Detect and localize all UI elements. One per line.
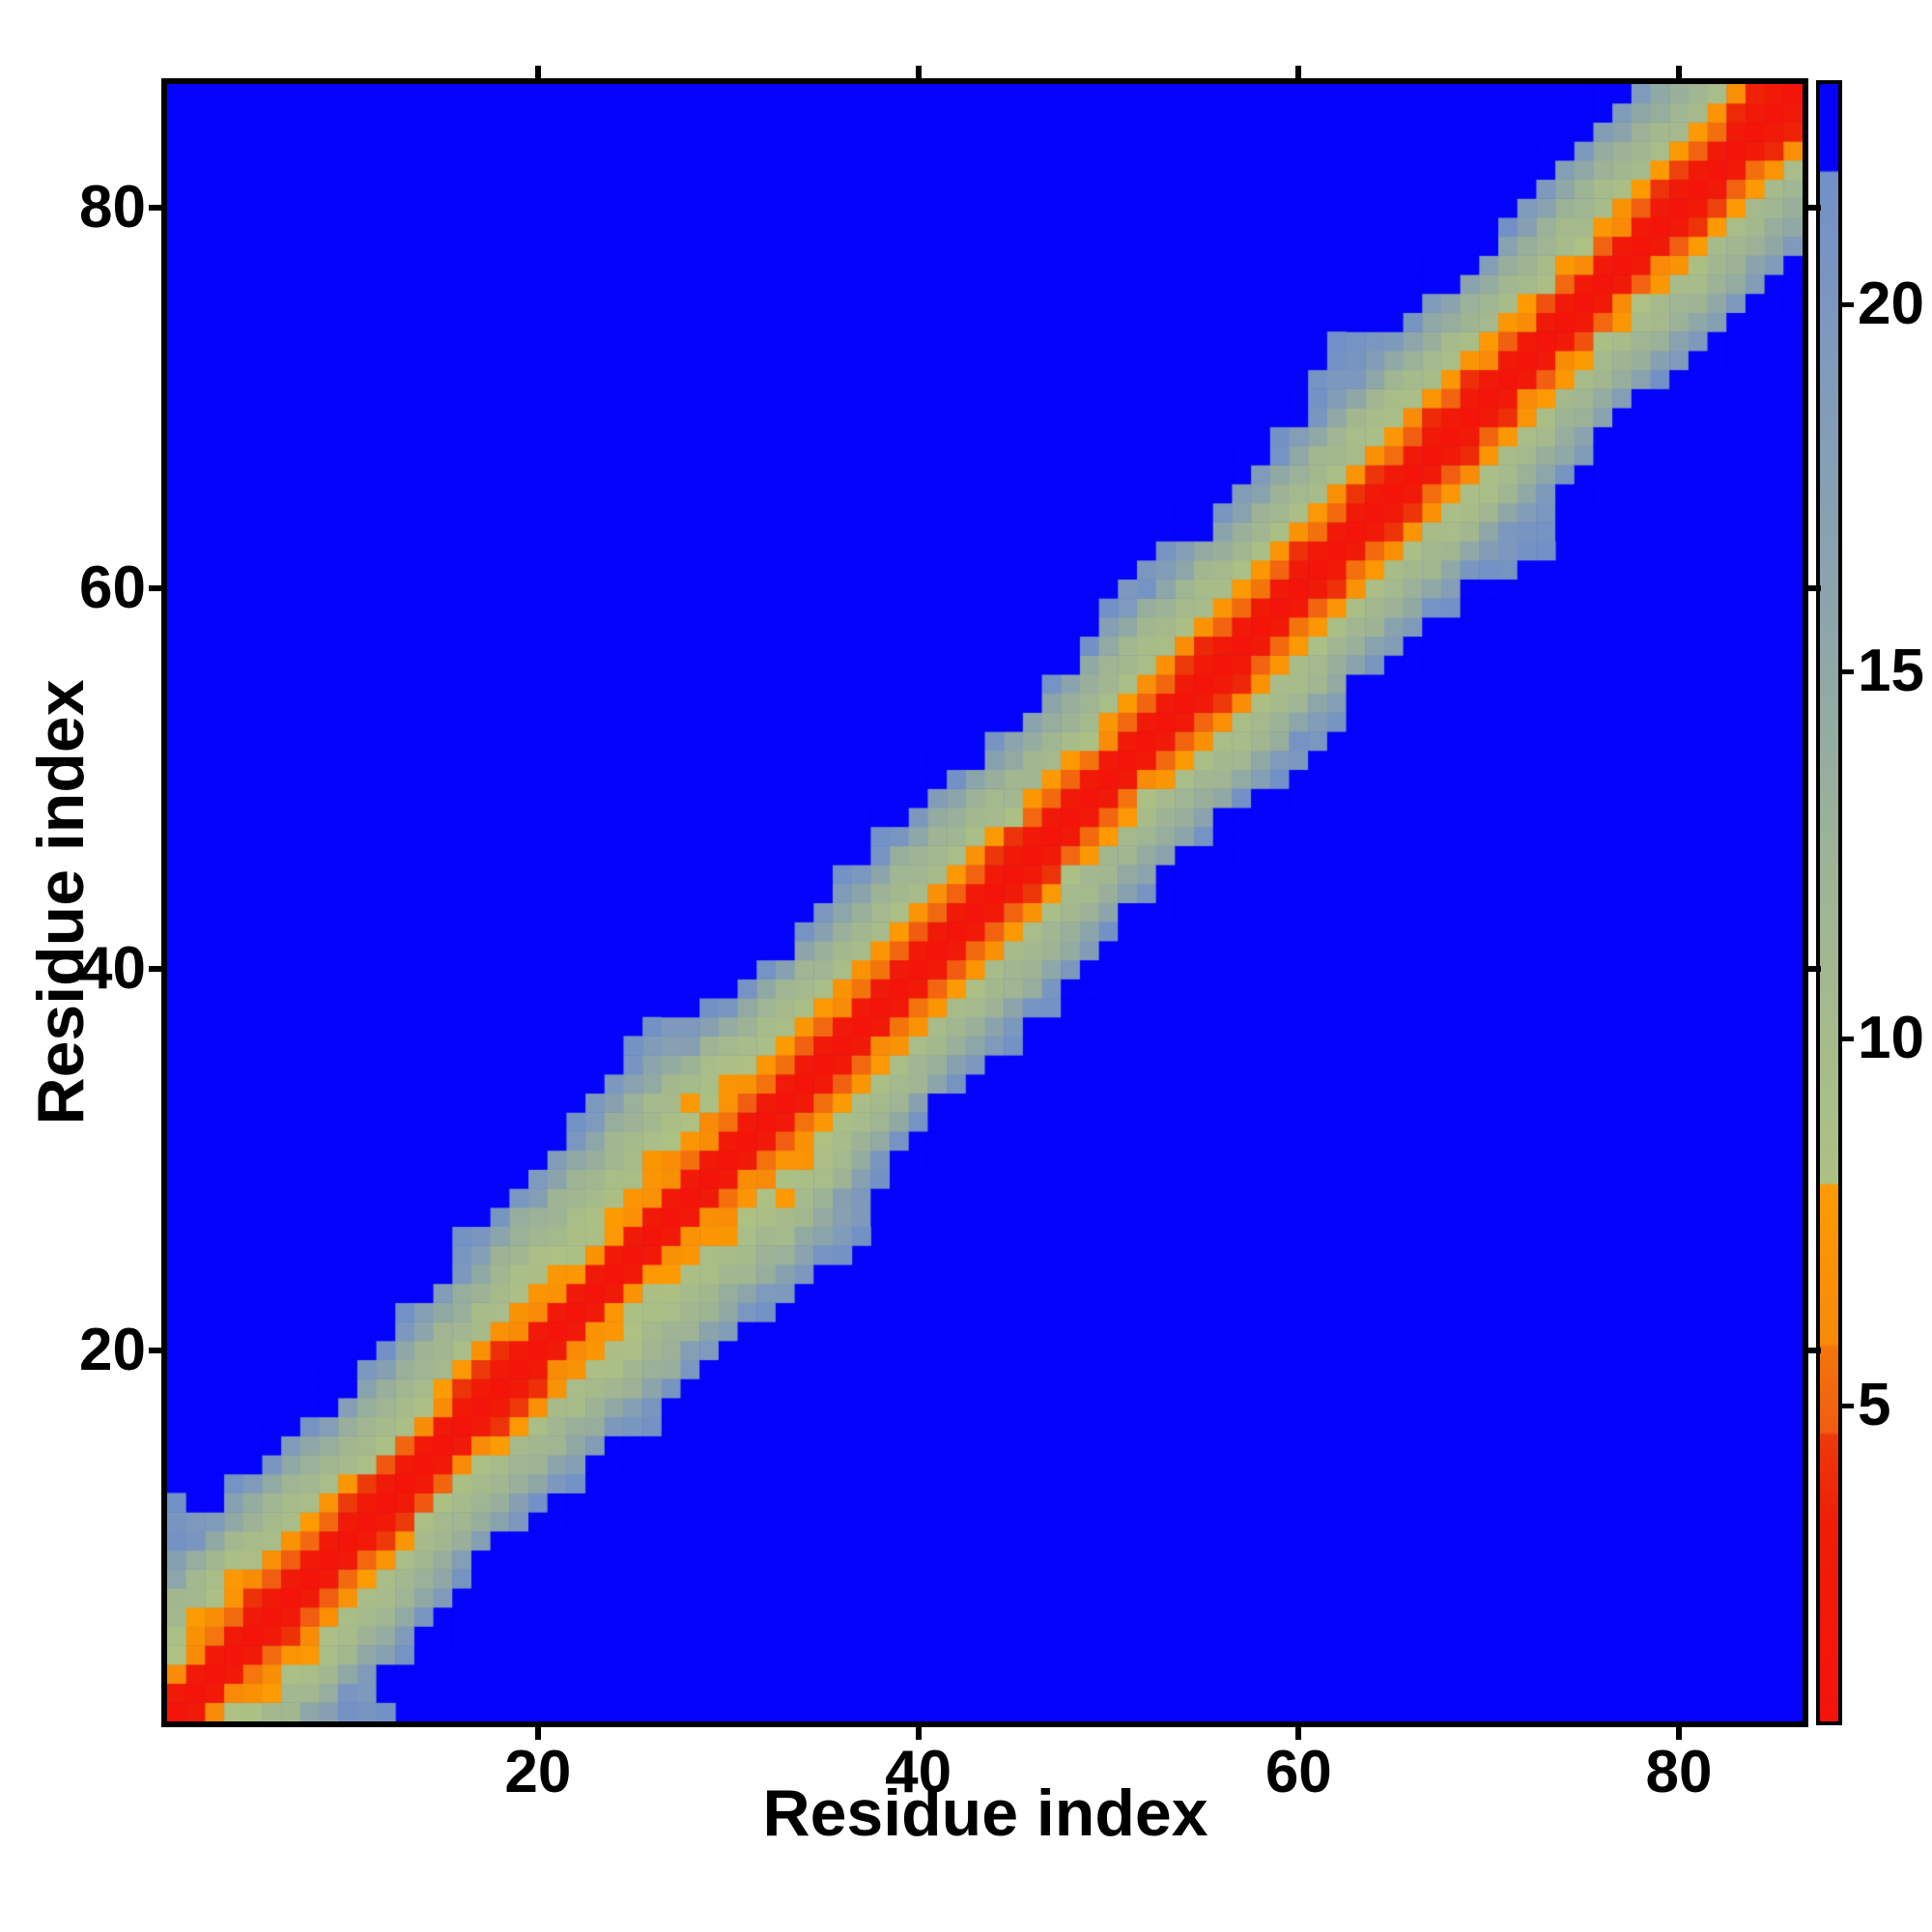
y-axis-tick [149, 205, 161, 212]
x-axis-tick-top [1676, 66, 1683, 78]
x-axis-tick-top [915, 66, 922, 78]
y-axis-title: Residue index [24, 679, 98, 1125]
x-tick-label: 80 [1645, 1739, 1713, 1805]
colorbar-tick [1842, 668, 1854, 674]
x-tick-label: 20 [504, 1739, 572, 1805]
x-axis-tick [1676, 1727, 1683, 1740]
y-axis-tick-right [1808, 205, 1821, 212]
x-axis-tick [534, 1727, 541, 1740]
x-axis-tick [1295, 1727, 1302, 1740]
y-axis-tick-right [1808, 585, 1821, 592]
colorbar-tick-label: 10 [1858, 1005, 1924, 1072]
colorbar-tick [1842, 301, 1854, 307]
heatmap-canvas [167, 84, 1803, 1721]
y-tick-label: 60 [79, 554, 146, 622]
colorbar-tick-label: 15 [1858, 638, 1924, 705]
colorbar-tick-label: 20 [1858, 270, 1924, 338]
y-tick-label: 80 [79, 174, 146, 242]
y-tick-label: 40 [79, 935, 146, 1003]
colorbar-tick-label: 5 [1858, 1372, 1891, 1439]
colorbar-tick [1842, 1036, 1854, 1041]
x-axis-title: Residue index [762, 1776, 1208, 1850]
x-axis-tick-top [534, 66, 541, 78]
x-axis-tick-top [1295, 66, 1302, 78]
y-tick-label: 20 [79, 1316, 146, 1383]
y-axis-tick [149, 585, 161, 592]
x-tick-label: 40 [885, 1739, 952, 1805]
y-axis-tick-right [1808, 966, 1821, 973]
colorbar-tick [1842, 1403, 1854, 1408]
y-axis-tick [149, 1347, 161, 1353]
colorbar-canvas [1820, 84, 1838, 1721]
y-axis-tick-right [1808, 1347, 1821, 1353]
y-axis-tick [149, 966, 161, 973]
x-tick-label: 60 [1264, 1739, 1332, 1805]
x-axis-tick [915, 1727, 922, 1740]
